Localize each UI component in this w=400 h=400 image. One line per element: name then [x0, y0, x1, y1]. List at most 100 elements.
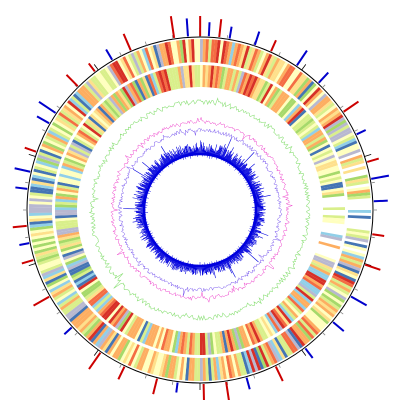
heat-ring-outer-segment [33, 243, 57, 252]
blue-spike [213, 264, 215, 270]
heat-ring-outer-segment [182, 357, 188, 381]
blue-spike-inner [249, 228, 253, 230]
blue-spike [206, 265, 208, 272]
heat-ring-inner-segment [317, 167, 340, 177]
blue-spike-inner [233, 166, 236, 169]
heat-ring-inner-segment [56, 229, 79, 236]
blue-spike-inner [175, 257, 178, 261]
blue-spike [242, 245, 251, 252]
heat-ring-inner-segment [89, 113, 109, 131]
heat-ring-inner-segment [311, 149, 333, 161]
blue-spike [246, 173, 255, 180]
blue-spike [211, 148, 214, 156]
heat-ring-inner-segment [199, 332, 203, 355]
blue-spike [222, 261, 224, 265]
heat-ring-outer-segment [87, 78, 105, 99]
blue-spike [136, 185, 148, 191]
blue-spike-inner [246, 183, 250, 186]
heat-ring-inner-segment [315, 159, 338, 170]
heat-ring-inner-segment [63, 159, 85, 170]
blue-spike [163, 256, 169, 264]
blue-spike [212, 149, 215, 156]
scale-tick [56, 105, 61, 109]
blue-spike [135, 202, 145, 204]
blue-spike-inner [168, 255, 171, 257]
heat-ring-outer-segment [335, 140, 358, 153]
blue-spike [188, 152, 190, 156]
blue-spike [196, 142, 198, 155]
blue-spike-inner [236, 248, 239, 251]
heat-ring-inner-segment [126, 316, 140, 337]
heat-ring-inner-segment [216, 331, 223, 354]
blue-spike [141, 228, 148, 232]
blue-spike [247, 238, 253, 242]
blue-spike [154, 246, 159, 250]
heat-ring-outer-segment [94, 326, 111, 347]
heat-ring-outer-segment [144, 349, 155, 373]
blue-spike-inner [247, 185, 251, 188]
blue-spike [156, 162, 163, 170]
heat-ring-inner-segment [163, 329, 172, 351]
heat-ring-inner-segment [204, 332, 209, 355]
blue-spike [246, 240, 254, 246]
heat-ring-inner-segment [171, 330, 179, 353]
blue-spike [255, 219, 265, 222]
blue-spike [239, 163, 248, 171]
blue-spike-inner [148, 230, 152, 233]
blue-spike [212, 264, 214, 267]
blue-spike [192, 265, 195, 275]
heat-ring-inner-segment [293, 288, 313, 305]
blue-spike [192, 265, 194, 275]
heat-ring-outer-segment [319, 109, 341, 126]
outer-markers [12, 15, 390, 400]
blue-spike [241, 167, 248, 174]
blue-spike [137, 188, 148, 193]
blue-spike [155, 249, 161, 256]
heat-ring-outer-segment [127, 53, 140, 76]
heat-ring-inner-segment [59, 170, 82, 179]
blue-spike [241, 169, 245, 173]
blue-spike [214, 152, 217, 157]
blue-spike [247, 239, 255, 245]
blue-spike-inner [157, 245, 160, 248]
blue-spike [143, 173, 154, 180]
blue-spike [187, 264, 190, 272]
blue-spike [135, 214, 145, 217]
heat-ring-outer-segment [81, 84, 100, 104]
heat-ring-inner-segment [69, 144, 91, 157]
blue-spike [235, 162, 241, 168]
blue-spike [143, 191, 147, 194]
blue-spike [255, 216, 261, 218]
blue-spike [169, 150, 175, 161]
heat-ring-inner-segment [266, 87, 281, 108]
blue-spike [249, 235, 256, 240]
blue-spike [157, 165, 162, 171]
blue-spike [239, 248, 245, 254]
blue-spike [151, 173, 156, 177]
heat-ring-inner-segment [177, 331, 184, 354]
heat-ring-inner-segment [268, 310, 283, 331]
heat-ring-inner-segment [121, 86, 136, 107]
blue-spike [150, 166, 159, 174]
heat-ring-outer-segment [53, 119, 75, 134]
blue-spike [255, 213, 264, 215]
heat-ring-inner-segment [300, 278, 321, 293]
blue-spike [241, 246, 259, 263]
heat-ring-outer-segment [119, 57, 133, 80]
heat-ring-inner-segment [307, 267, 328, 281]
blue-spike [220, 147, 226, 159]
heat-ring-outer-segment [29, 215, 53, 219]
heat-ring-inner-segment [310, 146, 332, 159]
blue-spike [164, 158, 169, 164]
heat-ring-inner-segment [274, 94, 290, 114]
heat-ring-inner-segment [141, 322, 153, 344]
heat-ring-inner-segment [318, 170, 341, 179]
heat-ring-outer-segment [306, 310, 326, 329]
heat-ring-outer-segment [328, 281, 350, 296]
heat-ring-inner-segment [310, 261, 332, 274]
heat-ring-outer-segment [135, 347, 147, 370]
heat-ring-inner-segment [55, 207, 78, 210]
blue-spike [221, 147, 227, 159]
blue-spike [255, 218, 265, 221]
blue-spike [166, 257, 171, 264]
